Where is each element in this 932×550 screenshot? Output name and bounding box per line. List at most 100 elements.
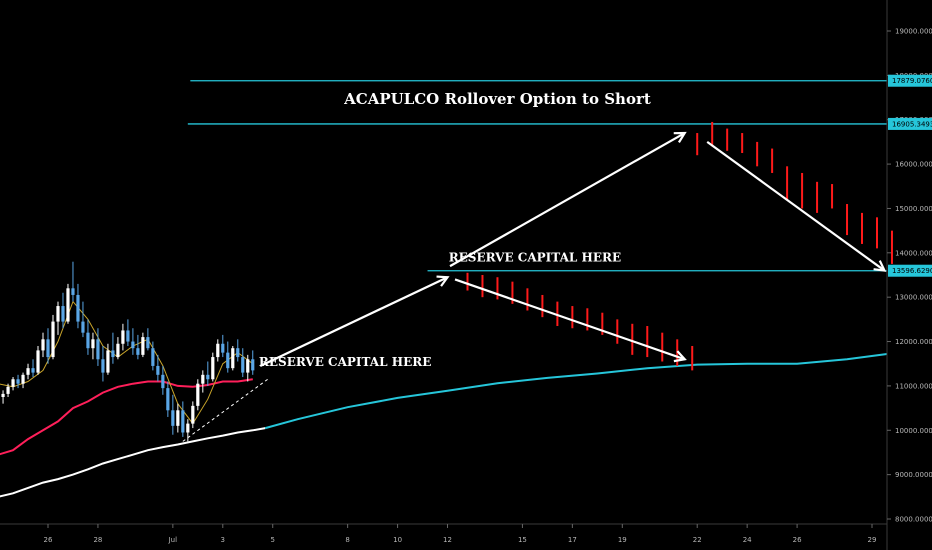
price-tick-label: 12000.0000: [895, 338, 932, 346]
level-17879-tag-label: 17879.0760: [892, 77, 932, 85]
time-tick-label: 8: [345, 536, 349, 544]
candle-body-40: [196, 383, 200, 406]
arrow-shaft-2: [454, 278, 686, 361]
candle-body-7: [31, 368, 35, 373]
candle-body-43: [211, 357, 215, 380]
candle-body-47: [231, 348, 235, 369]
price-tick-label: 16000.0000: [895, 161, 932, 169]
candle-body-50: [246, 359, 250, 373]
annotation-reserve-lower: RESERVE CAPITAL HERE: [259, 355, 431, 369]
candle-body-18: [86, 332, 90, 349]
candle-body-39: [191, 405, 195, 424]
candle-body-21: [101, 359, 105, 373]
level-17879-price-tag: 17879.0760: [888, 74, 932, 87]
price-tick-label: 9000.0000: [895, 471, 932, 479]
price-tick-label: 14000.0000: [895, 249, 932, 257]
arrow-head-2: [673, 350, 687, 363]
candle-body-33: [161, 374, 165, 389]
time-tick-label: 22: [693, 536, 702, 544]
time-tick-label: 12: [443, 536, 452, 544]
candle-body-26: [126, 330, 130, 342]
price-tick-label: 11000.0000: [895, 382, 932, 390]
candle-body-25: [121, 330, 125, 344]
time-tick-label: 10: [393, 536, 402, 544]
level-13596-tag-label: 13596.6290: [892, 267, 932, 275]
candle-body-12: [56, 306, 60, 322]
candle-body-51: [251, 359, 255, 371]
candle-body-20: [96, 339, 100, 360]
candle-body-38: [186, 423, 190, 433]
candle-body-4: [16, 379, 20, 384]
candle-body-31: [151, 348, 155, 366]
horizontal-levels: [187, 80, 887, 272]
candle-body-6: [26, 368, 30, 375]
candle-body-13: [61, 306, 65, 322]
time-axis[interactable]: 26 28 Jul 3 5 8 10 12 15 17 19 22 24 26 29: [44, 524, 877, 544]
level-16905-tag-label: 16905.3493: [892, 120, 932, 128]
annotations: ACAPULCO Rollover Option to Short RESERVE…: [259, 90, 651, 369]
level-16905-tag-background: [888, 117, 932, 130]
time-tick-label: 24: [743, 536, 752, 544]
level-13596-price-tag: 13596.6290: [888, 264, 932, 277]
price-tick-label: 13000.0000: [895, 294, 932, 302]
candle-body-36: [176, 410, 180, 426]
candle-body-32: [156, 365, 160, 375]
candle-body-5: [21, 374, 25, 384]
candlesticks: [1, 261, 255, 442]
candle-body-22: [106, 350, 110, 373]
candle-body-45: [221, 343, 225, 353]
candle-body-30: [146, 337, 150, 349]
candle-body-15: [71, 288, 75, 295]
level-17879-tag-background: [888, 74, 932, 87]
annotation-reserve-upper: RESERVE CAPITAL HERE: [449, 251, 621, 265]
arrow-shaft-3: [706, 141, 886, 272]
candle-body-16: [76, 294, 80, 322]
arrow-head-1: [673, 131, 687, 143]
time-tick-label: 5: [270, 536, 274, 544]
arrow-head-0: [436, 275, 450, 287]
arrow-head-3: [873, 260, 887, 272]
candle-body-19: [91, 339, 95, 349]
candle-body-41: [201, 374, 205, 384]
time-tick-label: 19: [618, 536, 627, 544]
projection-arrows: [259, 131, 887, 367]
candle-body-46: [226, 352, 230, 369]
price-tick-label: 10000.0000: [895, 427, 932, 435]
series-line-2: [264, 353, 888, 430]
time-tick-label: 3: [221, 536, 225, 544]
candle-body-23: [111, 350, 115, 358]
time-tick-label: 28: [93, 536, 102, 544]
candle-body-8: [36, 350, 40, 373]
time-tick-label: 17: [568, 536, 577, 544]
price-tick-label: 8000.0000: [895, 516, 932, 524]
annotation-rollover: ACAPULCO Rollover Option to Short: [343, 90, 651, 108]
moving-averages: [0, 300, 888, 498]
time-tick-label: 15: [518, 536, 527, 544]
time-tick-label: Jul: [168, 536, 178, 544]
candle-body-42: [206, 374, 210, 380]
arrow-shaft-0: [259, 276, 448, 367]
candle-body-44: [216, 343, 220, 358]
projection-bars: [466, 121, 893, 371]
candle-body-9: [41, 339, 45, 351]
candle-body-3: [11, 379, 15, 387]
candle-body-49: [241, 357, 245, 373]
candle-body-34: [166, 388, 170, 411]
price-tick-label: 19000.0000: [895, 28, 932, 36]
candle-body-14: [66, 288, 70, 322]
candle-body-35: [171, 410, 175, 426]
time-tick-label: 26: [44, 536, 53, 544]
price-tick-label: 15000.0000: [895, 205, 932, 213]
candle-body-2: [6, 386, 10, 394]
arrow-shaft-1: [449, 132, 686, 268]
level-16905-price-tag: 16905.3493: [888, 117, 932, 130]
series-line-0: [0, 378, 253, 456]
time-tick-label: 26: [793, 536, 802, 544]
candle-body-24: [116, 343, 120, 358]
series-line-3: [0, 300, 254, 425]
candle-body-17: [81, 321, 85, 333]
series-line-1: [0, 427, 266, 498]
candle-body-10: [46, 339, 50, 358]
